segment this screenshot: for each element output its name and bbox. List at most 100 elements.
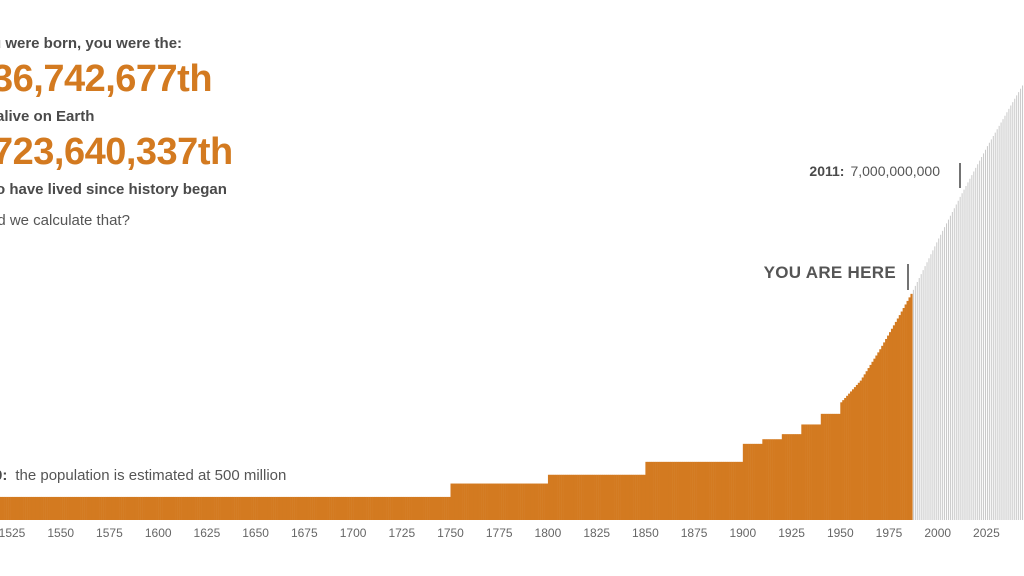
bar-past-1814	[575, 474, 578, 520]
bar-past-1607	[171, 496, 175, 520]
bar-past-1716	[384, 496, 387, 520]
bar-past-1557	[74, 496, 77, 520]
x-tick-label-1950: 1950	[827, 526, 854, 540]
bar-past-1837	[620, 474, 623, 520]
bar-past-1944	[828, 413, 831, 520]
bar-past-1875	[694, 461, 697, 520]
bar-past-1894	[731, 461, 734, 520]
bar-past-1812	[571, 474, 574, 520]
x-tick-label-1575: 1575	[96, 526, 123, 540]
bar-past-1928	[797, 434, 800, 520]
bar-past-1615	[187, 496, 190, 520]
bar-past-1622	[201, 496, 204, 520]
bar-past-1835	[616, 474, 619, 520]
bar-past-1984	[906, 300, 909, 520]
bar-past-1872	[688, 461, 691, 520]
bar-past-1562	[84, 496, 87, 520]
bar-past-1576	[111, 496, 114, 520]
bar-past-1618	[193, 496, 196, 520]
born-intro-text: u were born, you were the:	[0, 35, 183, 52]
bar-past-1854	[653, 461, 656, 520]
bar-past-1793	[534, 483, 537, 520]
bar-past-1631	[218, 496, 221, 520]
bar-past-1763	[475, 483, 479, 520]
bar-past-1909	[760, 443, 763, 520]
bar-past-1707	[366, 496, 369, 520]
bar-past-1524	[10, 496, 13, 520]
bar-past-1639	[234, 496, 237, 520]
calculation-info-link[interactable]: id we calculate that?	[0, 212, 130, 229]
bar-past-1609	[175, 496, 178, 520]
bar-past-1787	[522, 483, 525, 520]
bar-past-1555	[70, 496, 73, 520]
bar-past-1728	[407, 496, 410, 520]
bar-past-1617	[191, 496, 194, 520]
bar-past-1537	[35, 496, 38, 520]
bar-past-1567	[93, 496, 97, 520]
bar-past-1725	[401, 496, 404, 520]
bar-past-1649	[253, 496, 256, 520]
bar-past-1693	[339, 496, 342, 520]
bar-past-1577	[113, 496, 116, 520]
bar-past-1890	[723, 461, 726, 520]
bar-past-1807	[561, 474, 564, 520]
bar-past-1744	[438, 496, 442, 520]
bar-past-1543	[47, 496, 50, 520]
bar-past-1626	[208, 496, 212, 520]
bar-past-1852	[649, 461, 652, 520]
bar-past-1861	[666, 461, 670, 520]
bar-past-1921	[783, 434, 786, 520]
x-tick-label-1875: 1875	[681, 526, 708, 540]
bar-past-1876	[696, 461, 699, 520]
bar-past-1692	[337, 496, 340, 520]
bar-past-1922	[785, 434, 788, 520]
bar-past-1982	[902, 308, 905, 520]
bar-past-1726	[403, 496, 406, 520]
bar-past-1926	[793, 434, 796, 520]
bar-past-1821	[588, 474, 592, 520]
bar-past-1870	[684, 461, 687, 520]
bar-past-1917	[775, 439, 779, 520]
bar-past-1660	[275, 496, 278, 520]
bar-past-1696	[345, 496, 348, 520]
bar-past-1670	[294, 496, 297, 520]
bar-past-1920	[781, 434, 785, 520]
bar-past-1822	[590, 474, 594, 520]
bar-past-1551	[62, 496, 65, 520]
alive-rank-number: 36,742,677th	[0, 58, 213, 100]
x-tick-label-1600: 1600	[145, 526, 172, 540]
bar-past-1633	[222, 496, 225, 520]
bar-past-1896	[735, 461, 738, 520]
bar-past-1798	[544, 483, 547, 520]
bar-past-1653	[261, 496, 264, 520]
bar-past-1541	[43, 496, 46, 520]
bar-past-1902	[746, 443, 749, 520]
bar-past-1664	[282, 496, 286, 520]
bar-past-1638	[232, 496, 235, 520]
bar-past-1600	[158, 496, 161, 520]
bar-past-1657	[269, 496, 272, 520]
bar-past-1848	[641, 474, 644, 520]
bar-past-1777	[503, 483, 506, 520]
lived-rank-label: o have lived since history began	[0, 181, 227, 198]
x-tick-label-2000: 2000	[924, 526, 951, 540]
bar-past-1881	[705, 461, 708, 520]
bar-past-1912	[766, 439, 769, 520]
bar-past-1705	[362, 496, 365, 520]
bar-past-1927	[795, 434, 798, 520]
bar-past-1694	[341, 496, 344, 520]
bar-past-1658	[271, 496, 274, 520]
bar-past-1542	[45, 496, 48, 520]
bar-past-1943	[826, 413, 829, 520]
bar-past-1706	[364, 496, 367, 520]
bar-past-1931	[803, 424, 806, 520]
bar-past-1650	[255, 496, 258, 520]
bar-past-1980	[898, 315, 901, 520]
bar-past-1714	[380, 496, 383, 520]
bar-past-1983	[904, 304, 907, 520]
bar-past-1887	[717, 461, 720, 520]
bar-past-1719	[390, 496, 393, 520]
bar-past-1648	[251, 496, 254, 520]
bar-past-1684	[321, 496, 325, 520]
bar-past-1810	[567, 474, 570, 520]
